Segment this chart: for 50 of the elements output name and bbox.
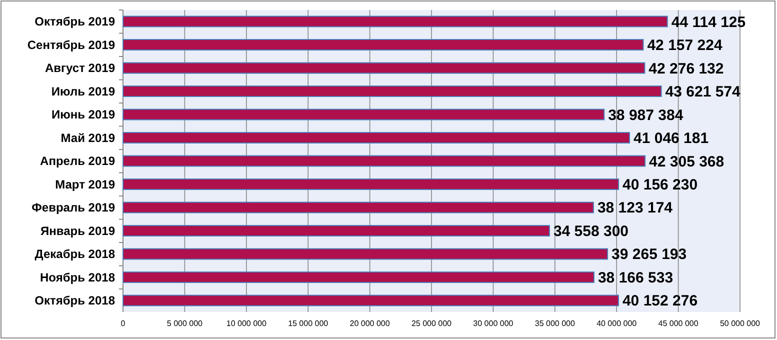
x-tick-label: 45 000 000	[658, 319, 699, 328]
bar	[122, 86, 662, 97]
bar	[122, 39, 644, 50]
data-label: 40 152 276	[622, 292, 698, 310]
bar	[122, 294, 619, 306]
y-tick-label: Октябрь 2018	[34, 294, 116, 308]
data-label: 40 156 230	[622, 176, 698, 194]
y-tick-label: Февраль 2019	[32, 200, 116, 215]
y-tick-label: Август 2019	[45, 61, 116, 76]
y-tick-label: Май 2019	[60, 130, 116, 145]
data-label: 41 046 181	[634, 130, 709, 147]
bar	[122, 178, 620, 190]
bar	[122, 16, 668, 28]
data-label: 39 265 193	[612, 246, 687, 264]
y-tick-label: Январь 2019	[40, 224, 116, 238]
data-label: 43 621 574	[665, 84, 742, 101]
data-label: 38 123 174	[597, 200, 674, 217]
y-tick-label: Июль 2019	[51, 84, 116, 98]
x-tick-label: 50 000 000	[720, 319, 761, 328]
data-label: 38 166 533	[598, 269, 674, 286]
bar	[122, 108, 605, 120]
x-tick-label: 40 000 000	[596, 319, 638, 328]
bar	[122, 248, 608, 260]
y-tick-label: Март 2019	[55, 177, 116, 192]
data-label: 38 987 384	[608, 106, 684, 124]
x-tick-label: 30 000 000	[473, 319, 514, 328]
data-label: 42 157 224	[647, 37, 723, 54]
x-tick-label: 15 000 000	[288, 319, 329, 328]
y-tick-label: Ноябрь 2018	[40, 270, 116, 284]
y-tick-label: Апрель 2019	[40, 154, 116, 168]
bar	[122, 272, 594, 283]
x-tick-label: 10 000 000	[226, 319, 267, 328]
y-tick-label: Октябрь 2019	[34, 14, 116, 29]
data-label: 42 305 368	[649, 153, 724, 170]
y-tick-label: Декабрь 2018	[34, 247, 116, 262]
x-tick-label: 35 000 000	[534, 319, 576, 328]
x-tick-label: 20 000 000	[350, 319, 390, 328]
data-label: 34 558 300	[553, 222, 629, 240]
bar	[122, 155, 646, 167]
x-tick-label: 0	[120, 319, 126, 328]
x-tick-label: 25 000 000	[411, 319, 452, 328]
x-tick-label: 5 000 000	[166, 319, 204, 328]
bar	[122, 132, 630, 144]
y-tick-label: Июнь 2019	[51, 108, 116, 122]
bar	[122, 202, 594, 214]
data-label: 44 114 125	[671, 14, 746, 31]
y-tick-label: Сентябрь 2019	[27, 38, 116, 52]
data-label: 42 276 132	[648, 60, 724, 78]
bar	[122, 225, 550, 236]
bar	[122, 62, 646, 74]
